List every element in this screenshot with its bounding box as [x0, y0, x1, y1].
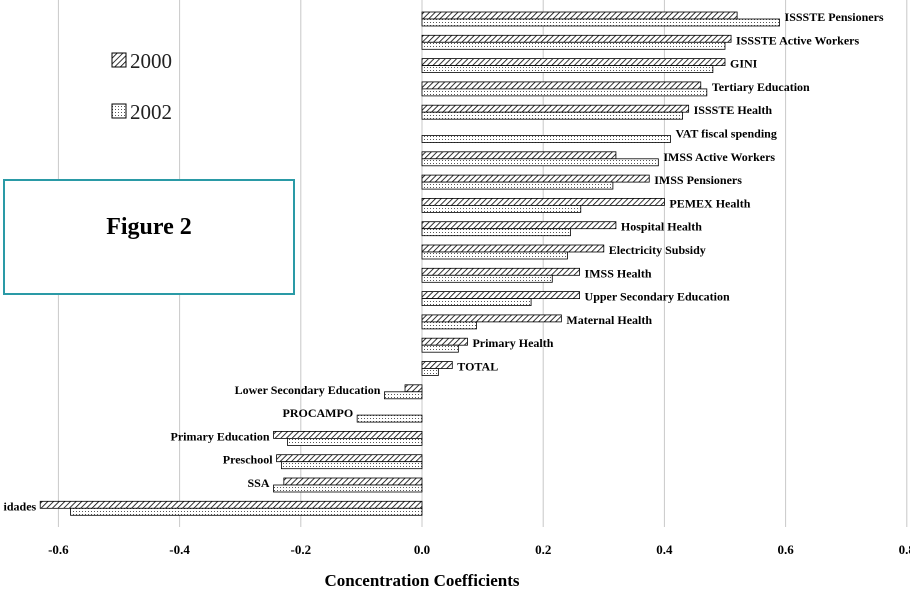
bar-2002 [421, 251, 568, 260]
bar-2002 [287, 437, 423, 446]
bar-2002 [384, 391, 423, 400]
bar-2000 [421, 197, 665, 206]
figure-annotation-text: Figure 2 [106, 213, 192, 240]
figure-annotation-box: Figure 2 [3, 179, 295, 295]
bar-2002 [421, 181, 614, 190]
legend-label-2000: 2000 [130, 49, 172, 73]
bar-label: idades [4, 499, 37, 513]
bar-label: Upper Secondary Education [585, 290, 730, 304]
bars-group [39, 11, 780, 516]
bar-2000 [404, 384, 423, 393]
bar-label: Maternal Health [566, 313, 652, 327]
legend-swatch-2002 [111, 103, 127, 119]
bar-2000 [421, 151, 617, 160]
bar-2002 [70, 507, 423, 516]
x-tick-labels: -0.6 -0.4 -0.2 0.0 0.2 0.4 0.6 0.8 [48, 542, 910, 557]
bar-label: ISSSTE Health [694, 103, 773, 117]
bar-label: VAT fiscal spending [675, 127, 776, 141]
bar-2000 [421, 81, 702, 90]
bar-label: Electricity Subsidy [609, 243, 706, 257]
bar-2000 [273, 430, 423, 439]
bar-2002 [356, 414, 423, 423]
x-tick-label: 0.0 [414, 542, 430, 557]
x-tick-label: -0.2 [291, 542, 312, 557]
bar-label: ISSSTE Pensioners [785, 10, 884, 24]
bar-2002 [421, 344, 459, 353]
bar-2000 [421, 104, 690, 113]
bar-2002 [421, 18, 780, 27]
x-tick-label: 0.2 [535, 542, 551, 557]
x-tick-label: 0.4 [656, 542, 673, 557]
x-tick-label: -0.6 [48, 542, 69, 557]
bar-2002 [421, 41, 726, 50]
bar-label: Preschool [223, 453, 273, 467]
bar-2000 [421, 34, 732, 43]
bar-2000 [421, 314, 562, 323]
bar-label: ISSSTE Active Workers [736, 33, 859, 47]
bar-2002 [421, 88, 708, 97]
bar-2002 [421, 298, 532, 307]
bar-label: IMSS Pensioners [654, 173, 742, 187]
bar-2002 [421, 65, 714, 73]
bar-label: Lower Secondary Education [235, 383, 381, 397]
bar-2000 [421, 337, 468, 346]
bar-2000 [421, 11, 738, 20]
bar-label: IMSS Active Workers [663, 150, 775, 164]
bar-2002 [421, 274, 553, 283]
bar-2000 [421, 221, 617, 230]
bar-2000 [421, 361, 453, 369]
bar-labels-group: ISSSTE Pensioners ISSSTE Active Workers GI… [4, 10, 884, 513]
bar-2002 [273, 484, 423, 493]
bar-2002 [281, 461, 423, 470]
x-tick-label: 0.8 [899, 542, 910, 557]
bar-2000 [421, 244, 605, 253]
bar-2000 [283, 477, 423, 486]
bar-2000 [276, 454, 423, 463]
bar-2002 [421, 228, 571, 237]
bar-label: PROCAMPO [283, 406, 354, 420]
bar-2000 [39, 500, 423, 509]
legend-label-2002: 2002 [130, 100, 172, 124]
bar-2002 [421, 321, 477, 330]
legend: 2000 2002 [111, 49, 172, 124]
bar-2002 [421, 158, 659, 167]
bar-label: Primary Health [472, 336, 553, 350]
x-tick-label: 0.6 [777, 542, 794, 557]
bar-label: TOTAL [457, 360, 498, 374]
bar-label: Primary Education [171, 429, 270, 443]
bar-label: PEMEX Health [669, 196, 750, 210]
bar-2002 [421, 111, 683, 120]
bar-2002 [421, 135, 671, 143]
legend-swatch-2000 [111, 52, 127, 68]
bar-2000 [421, 267, 580, 276]
bar-label: Tertiary Education [712, 80, 810, 94]
x-axis-title: Concentration Coefficients [325, 571, 520, 590]
bar-label: Hospital Health [621, 220, 702, 234]
bar-2002 [421, 204, 582, 213]
bar-2002 [421, 368, 439, 376]
bar-label: SSA [248, 476, 270, 490]
bar-2000 [421, 58, 726, 66]
bar-2000 [421, 174, 650, 183]
bar-label: GINI [730, 57, 758, 71]
bar-label: IMSS Health [585, 266, 652, 280]
x-tick-label: -0.4 [169, 542, 190, 557]
bar-2000 [421, 291, 580, 300]
